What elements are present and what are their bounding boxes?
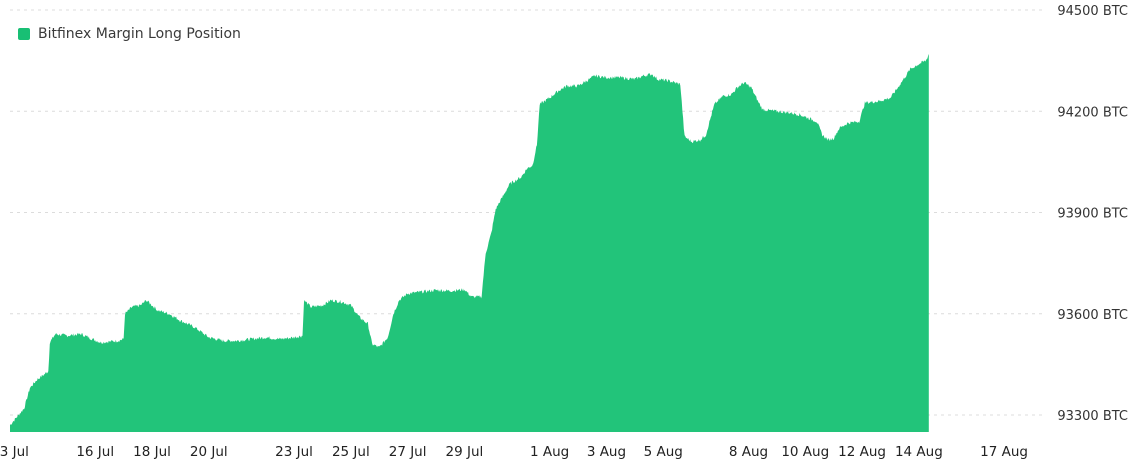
legend-swatch xyxy=(18,28,30,40)
y-tick-label: 94500 BTC xyxy=(1057,4,1128,19)
x-tick-label: 8 Aug xyxy=(729,444,768,460)
x-tick-label: 16 Jul xyxy=(76,444,114,460)
y-axis: 94500 BTC 94200 BTC 93900 BTC 93600 BTC 9330… xyxy=(1057,4,1128,424)
x-tick-label: 13 Jul xyxy=(0,444,29,460)
x-tick-label: 5 Aug xyxy=(644,444,683,460)
x-tick-label: 1 Aug xyxy=(530,444,569,460)
x-tick-label: 12 Aug xyxy=(838,444,886,460)
legend: Bitfinex Margin Long Position xyxy=(18,26,241,42)
x-tick-label: 20 Jul xyxy=(190,444,228,460)
x-tick-label: 23 Jul xyxy=(275,444,313,460)
y-tick-label: 93300 BTC xyxy=(1057,409,1128,424)
x-tick-label: 14 Aug xyxy=(895,444,943,460)
y-tick-label: 93600 BTC xyxy=(1057,308,1128,323)
x-tick-label: 3 Aug xyxy=(587,444,626,460)
series-area xyxy=(10,53,929,433)
x-axis: 13 Jul 16 Jul 18 Jul 20 Jul 23 Jul 25 Jul 27 J… xyxy=(0,444,1028,460)
x-tick-label: 25 Jul xyxy=(332,444,370,460)
x-tick-label: 29 Jul xyxy=(446,444,484,460)
x-tick-label: 17 Aug xyxy=(980,444,1028,460)
x-tick-label: 18 Jul xyxy=(133,444,171,460)
legend-label: Bitfinex Margin Long Position xyxy=(38,26,241,42)
y-tick-label: 93900 BTC xyxy=(1057,207,1128,222)
x-tick-label: 27 Jul xyxy=(389,444,427,460)
x-tick-label: 10 Aug xyxy=(781,444,829,460)
y-tick-label: 94200 BTC xyxy=(1057,105,1128,120)
